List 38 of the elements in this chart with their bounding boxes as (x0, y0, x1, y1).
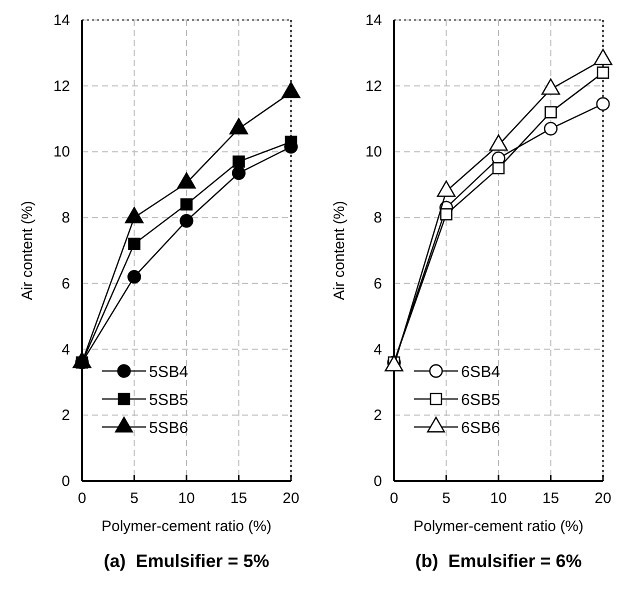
x-tick-label: 15 (230, 490, 248, 507)
y-tick-label: 12 (53, 78, 70, 95)
x-tick-label: 15 (542, 490, 560, 507)
text: (b) Emulsifier = 6% (415, 551, 582, 571)
legend-label: 5SB6 (149, 420, 188, 437)
y-tick-label: 6 (62, 275, 70, 292)
y-tick-label: 6 (374, 275, 382, 292)
y-tick-label: 8 (62, 210, 70, 227)
y-tick-label: 10 (53, 144, 70, 161)
x-tick-label: 20 (282, 490, 300, 507)
legend-label: 5SB5 (149, 392, 188, 409)
y-tick-label: 10 (365, 144, 382, 161)
text: (a) Emulsifier = 5% (104, 551, 270, 571)
y-tick-label: 0 (62, 473, 70, 490)
legend-label: 6SB6 (461, 420, 500, 437)
x-tick-label: 5 (130, 490, 138, 507)
y-tick-label: 12 (365, 78, 382, 95)
x-tick-label: 5 (442, 490, 450, 507)
x-axis-title: Polymer-cement ratio (%) (413, 518, 584, 535)
y-tick-label: 2 (374, 407, 382, 424)
legend-label: 6SB5 (461, 392, 500, 409)
y-tick-label: 14 (365, 12, 382, 29)
legend-label: 6SB4 (461, 364, 500, 381)
y-tick-label: 0 (374, 473, 382, 490)
y-axis-title: Air content (%) (19, 200, 36, 300)
x-axis-title: Polymer-cement ratio (%) (101, 518, 272, 535)
y-tick-label: 4 (62, 341, 70, 358)
y-axis-title: Air content (%) (331, 200, 348, 300)
y-tick-label: 8 (374, 210, 382, 227)
y-tick-label: 14 (53, 12, 70, 29)
x-tick-label: 10 (178, 490, 195, 507)
x-tick-label: 10 (490, 490, 507, 507)
x-tick-label: 0 (390, 490, 398, 507)
y-tick-label: 4 (374, 341, 382, 358)
y-tick-label: 2 (62, 407, 70, 424)
x-tick-label: 0 (78, 490, 86, 507)
legend-label: 5SB4 (149, 364, 188, 381)
x-tick-label: 20 (594, 490, 612, 507)
